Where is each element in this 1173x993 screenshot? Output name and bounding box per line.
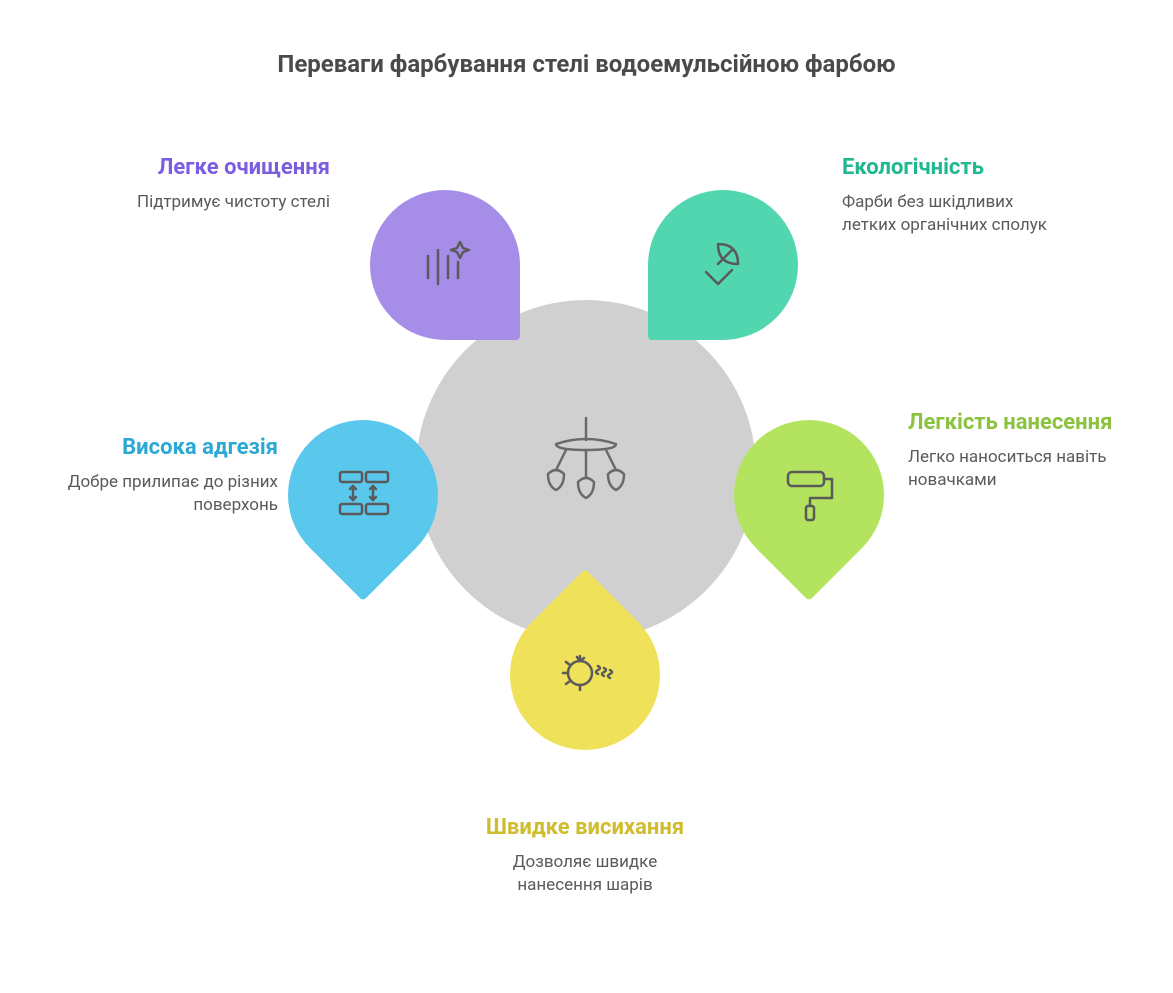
- petal-cleaning: [370, 190, 520, 340]
- label-title-cleaning: Легке очищення: [110, 155, 330, 181]
- label-drying: Швидке висихання Дозволяє швидке нанесен…: [475, 815, 695, 897]
- page-title: Переваги фарбування стелі водоемульсійно…: [0, 50, 1173, 78]
- label-desc-cleaning: Підтримує чистоту стелі: [110, 191, 330, 214]
- petal-eco: [648, 190, 798, 340]
- label-desc-drying: Дозволяє швидке нанесення шарів: [475, 851, 695, 897]
- sun-waves-icon: [550, 638, 620, 712]
- label-adhesion: Висока адгезія Добре прилипає до різних …: [58, 435, 278, 517]
- label-title-application: Легкість нанесення: [908, 410, 1128, 436]
- label-desc-eco: Фарби без шкідливих летких органічних сп…: [842, 191, 1062, 237]
- label-title-adhesion: Висока адгезія: [58, 435, 278, 461]
- sparkle-bars-icon: [410, 228, 480, 302]
- label-title-eco: Екологічність: [842, 155, 1062, 181]
- label-desc-adhesion: Добре прилипає до різних поверхонь: [58, 471, 278, 517]
- chandelier-icon: [526, 408, 646, 532]
- label-cleaning: Легке очищення Підтримує чистоту стелі: [110, 155, 330, 214]
- label-application: Легкість нанесення Легко наноситься наві…: [908, 410, 1128, 492]
- leaf-check-icon: [688, 228, 758, 302]
- label-desc-application: Легко наноситься навіть новачками: [908, 446, 1128, 492]
- label-eco: Екологічність Фарби без шкідливих летких…: [842, 155, 1062, 237]
- bricks-arrows-icon: [328, 458, 398, 532]
- roller-icon: [774, 458, 844, 532]
- label-title-drying: Швидке висихання: [475, 815, 695, 841]
